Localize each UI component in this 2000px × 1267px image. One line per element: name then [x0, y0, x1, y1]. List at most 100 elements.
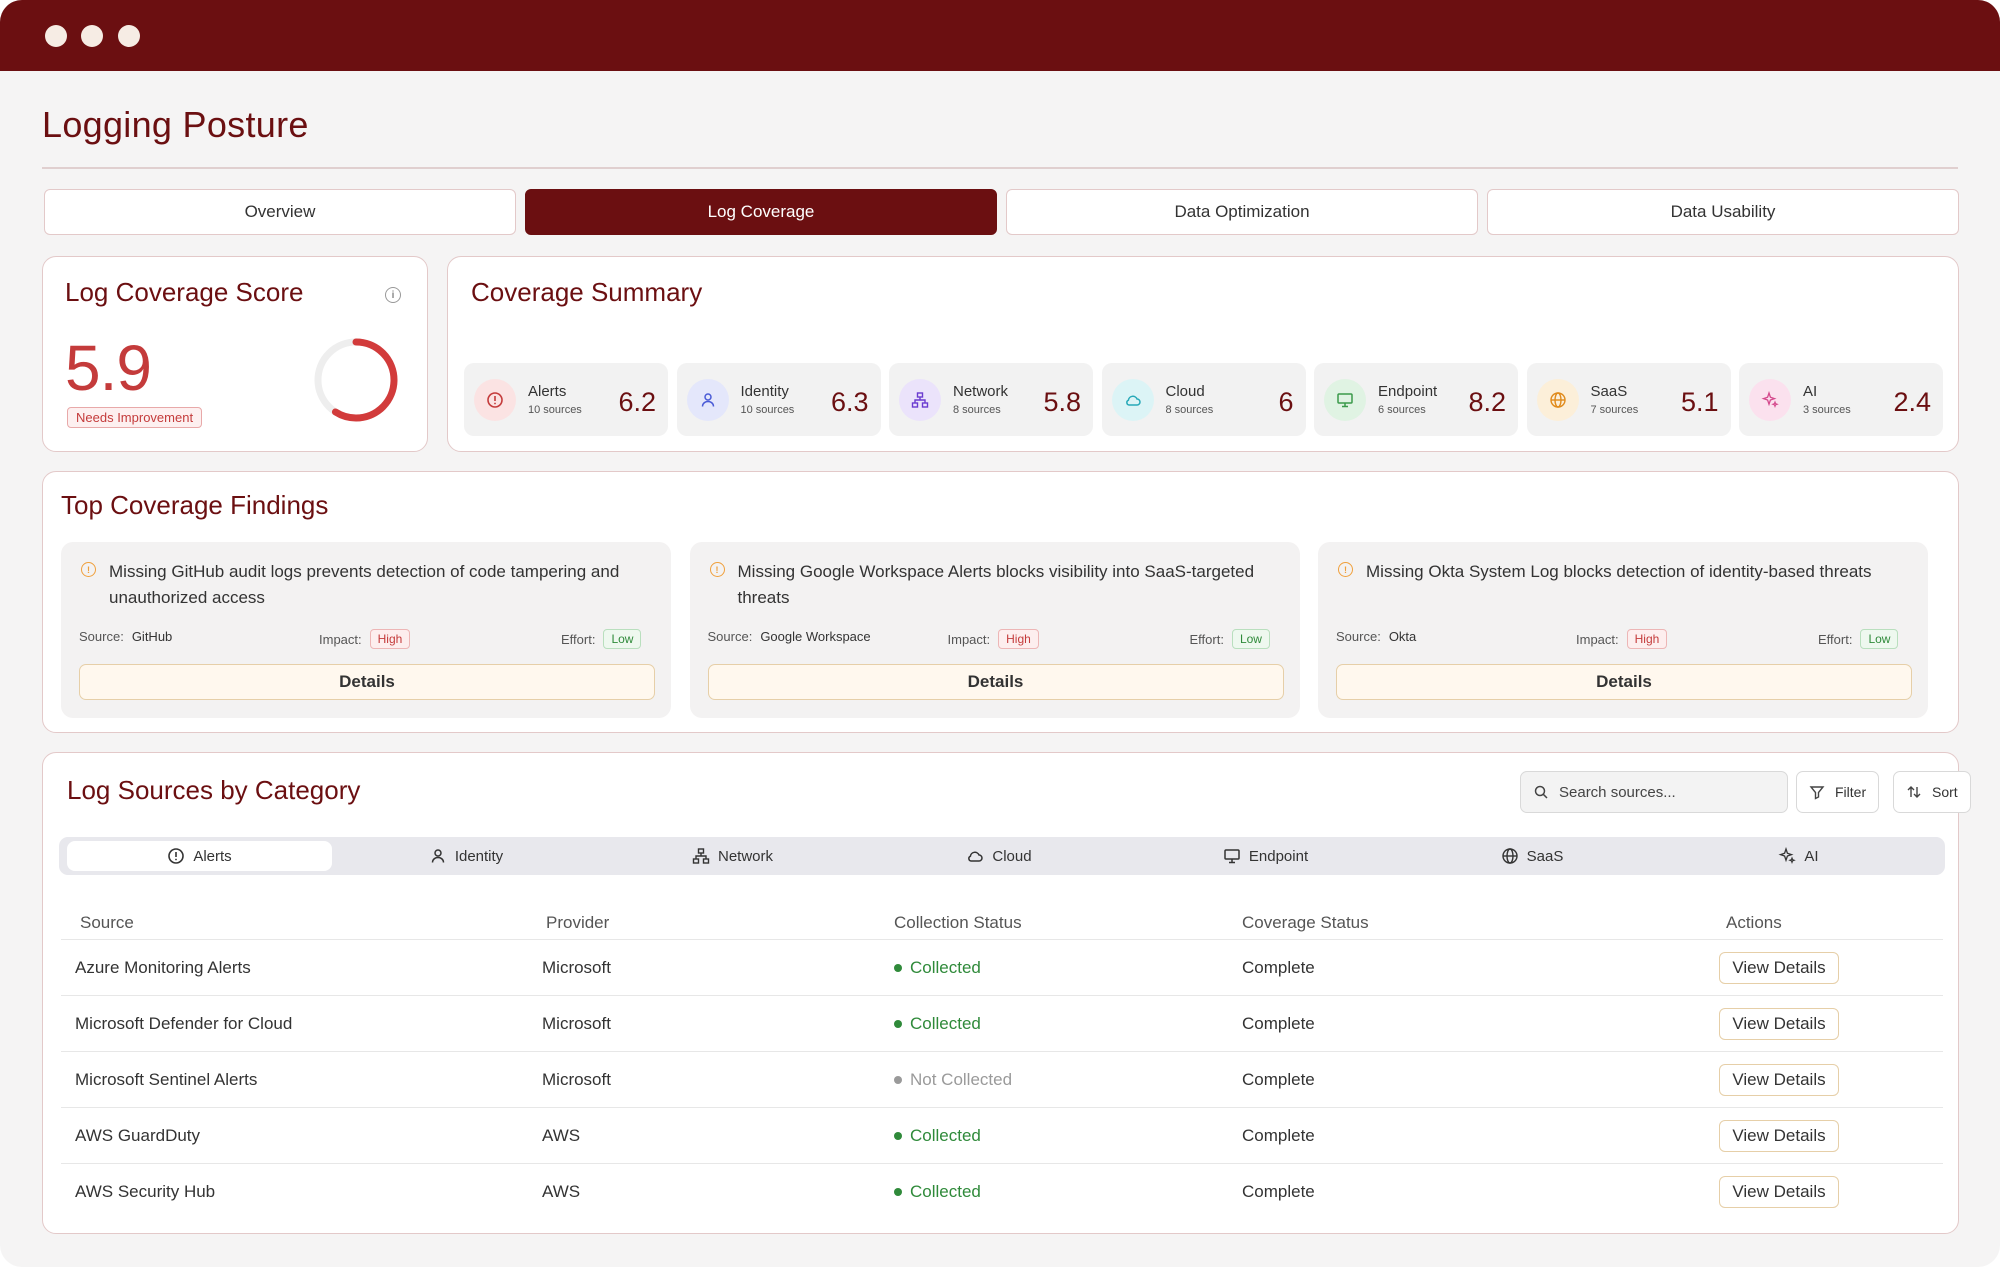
warning-icon: ! — [1338, 562, 1353, 577]
summary-item-score: 6.3 — [830, 387, 869, 417]
summary-item-saas[interactable]: SaaS 7 sources 5.1 — [1526, 363, 1731, 436]
warning-icon: ! — [709, 562, 725, 577]
provider-cell: AWS — [542, 1182, 581, 1201]
info-icon[interactable]: i — [385, 287, 401, 303]
view-details-button[interactable]: View Details — [1719, 952, 1839, 984]
filter-label: Filter — [1835, 784, 1867, 800]
finding-impact: Impact: High — [319, 629, 411, 649]
summary-item-ai[interactable]: AI 3 sources 2.4 — [1739, 363, 1943, 436]
summary-item-name: Alerts — [528, 383, 567, 400]
coverage-status-cell: Complete — [1242, 1182, 1315, 1201]
source-value: GitHub — [131, 629, 173, 644]
summary-item-name: Identity — [740, 383, 789, 400]
table-row: AWS GuardDuty AWS Collected Complete View De… — [61, 1107, 1943, 1163]
findings-title: Top Coverage Findings — [61, 490, 329, 520]
sort-button[interactable]: Sort — [1893, 771, 1971, 813]
summary-item-cloud[interactable]: Cloud 8 sources 6 — [1101, 363, 1306, 436]
column-header-source[interactable]: Source — [80, 913, 134, 932]
impact-badge: High — [998, 629, 1039, 649]
category-tab-saas[interactable]: SaaS — [1400, 841, 1665, 871]
view-details-button[interactable]: View Details — [1719, 1176, 1839, 1208]
details-button[interactable]: Details — [1336, 664, 1912, 700]
table-row: Microsoft Defender for Cloud Microsoft Col… — [61, 995, 1943, 1051]
finding-text: Missing Google Workspace Alerts blocks v… — [737, 562, 1255, 607]
filter-icon — [1809, 786, 1825, 800]
finding-card: ! Missing Okta System Log blocks detectio… — [1318, 542, 1928, 718]
provider-cell: AWS — [542, 1126, 581, 1145]
view-details-button[interactable]: View Details — [1719, 1120, 1839, 1152]
status-badge: Needs Improvement — [67, 407, 203, 428]
source-cell: Azure Monitoring Alerts — [75, 958, 251, 977]
window-minimize-button[interactable] — [81, 25, 103, 47]
main-tabs: Overview Log Coverage Data Optimization … — [44, 189, 1959, 235]
score-card-title: Log Coverage Score — [65, 277, 304, 307]
impact-label: Impact: — [1576, 631, 1619, 647]
effort-label: Effort: — [1818, 631, 1853, 647]
coverage-status-cell: Complete — [1242, 1014, 1315, 1033]
column-header-collection-status[interactable]: Collection Status — [894, 913, 1022, 932]
sort-label: Sort — [1932, 784, 1958, 800]
tab-data-optimization[interactable]: Data Optimization — [1006, 189, 1478, 235]
finding-card: ! Missing Google Workspace Alerts blocks … — [689, 542, 1300, 718]
summary-item-score: 5.1 — [1680, 387, 1719, 417]
cloud-icon — [966, 847, 984, 865]
alert-circle-icon — [167, 847, 185, 865]
monitor-icon — [1223, 847, 1241, 865]
collection-status-cell: Collected — [894, 1126, 981, 1146]
category-tab-cloud[interactable]: Cloud — [867, 841, 1132, 871]
score-gauge-arc — [314, 338, 398, 422]
summary-item-score: 2.4 — [1893, 387, 1931, 417]
effort-badge: Low — [1231, 629, 1270, 649]
category-tab-endpoint[interactable]: Endpoint — [1133, 841, 1398, 871]
category-tab-label: SaaS — [1526, 847, 1564, 865]
tab-overview[interactable]: Overview — [44, 189, 516, 235]
window-close-button[interactable] — [45, 25, 67, 47]
summary-item-endpoint[interactable]: Endpoint 6 sources 8.2 — [1314, 363, 1518, 436]
log-sources-card: Log Sources by Category Search sources..… — [42, 752, 1971, 1234]
source-cell: Microsoft Defender for Cloud — [75, 1014, 293, 1033]
summary-item-identity[interactable]: Identity 10 sources 6.3 — [676, 363, 881, 436]
status-dot — [894, 1076, 902, 1084]
view-details-button[interactable]: View Details — [1719, 1064, 1839, 1096]
coverage-status-cell: Complete — [1242, 1070, 1315, 1089]
summary-item-network[interactable]: Network 8 sources 5.8 — [889, 363, 1093, 436]
category-tab-identity[interactable]: Identity — [334, 841, 599, 871]
details-button[interactable]: Details — [707, 664, 1284, 700]
finding-impact: Impact: High — [1576, 629, 1668, 649]
details-button[interactable]: Details — [79, 664, 655, 700]
summary-item-name: Endpoint — [1378, 383, 1438, 400]
category-tab-label: Alerts — [193, 847, 232, 865]
column-header-provider[interactable]: Provider — [546, 913, 610, 932]
score-value: 5.9 — [65, 332, 152, 404]
category-tabs: Alerts Identity Network Cloud Endpoint SaaS AI — [59, 837, 1945, 875]
summary-item-alerts[interactable]: Alerts 10 sources 6.2 — [464, 363, 668, 436]
tab-data-usability[interactable]: Data Usability — [1487, 189, 1959, 235]
filter-button[interactable]: Filter — [1796, 771, 1880, 813]
finding-source: Source: Google Workspace — [708, 629, 871, 644]
status-dot — [894, 964, 902, 972]
summary-item-sources: 3 sources — [1803, 404, 1851, 416]
finding-impact: Impact: High — [948, 629, 1039, 649]
summary-item-sources: 8 sources — [953, 404, 1001, 416]
impact-label: Impact: — [947, 631, 991, 647]
category-tab-alerts[interactable]: Alerts — [67, 841, 332, 871]
collection-status-text: Collected — [910, 958, 981, 977]
network-icon — [899, 379, 941, 421]
column-header-coverage-status[interactable]: Coverage Status — [1242, 913, 1369, 932]
search-input[interactable]: Search sources... — [1520, 771, 1788, 813]
category-tab-ai[interactable]: AI — [1666, 841, 1931, 871]
tab-log-coverage[interactable]: Log Coverage — [525, 189, 997, 235]
search-placeholder: Search sources... — [1559, 784, 1676, 801]
finding-source: Source: Okta — [1336, 629, 1416, 644]
window-maximize-button[interactable] — [118, 25, 140, 47]
category-tab-network[interactable]: Network — [600, 841, 865, 871]
summary-title: Coverage Summary — [471, 277, 703, 307]
view-details-button[interactable]: View Details — [1719, 1008, 1839, 1040]
summary-item-sources: 6 sources — [1378, 404, 1426, 416]
user-icon — [429, 847, 447, 865]
provider-cell: Microsoft — [542, 1014, 611, 1033]
collection-status-text: Collected — [910, 1182, 981, 1201]
summary-item-score: 6.2 — [618, 387, 656, 417]
source-cell: AWS GuardDuty — [75, 1126, 201, 1145]
finding-card: ! Missing GitHub audit logs prevents dete… — [61, 542, 671, 718]
